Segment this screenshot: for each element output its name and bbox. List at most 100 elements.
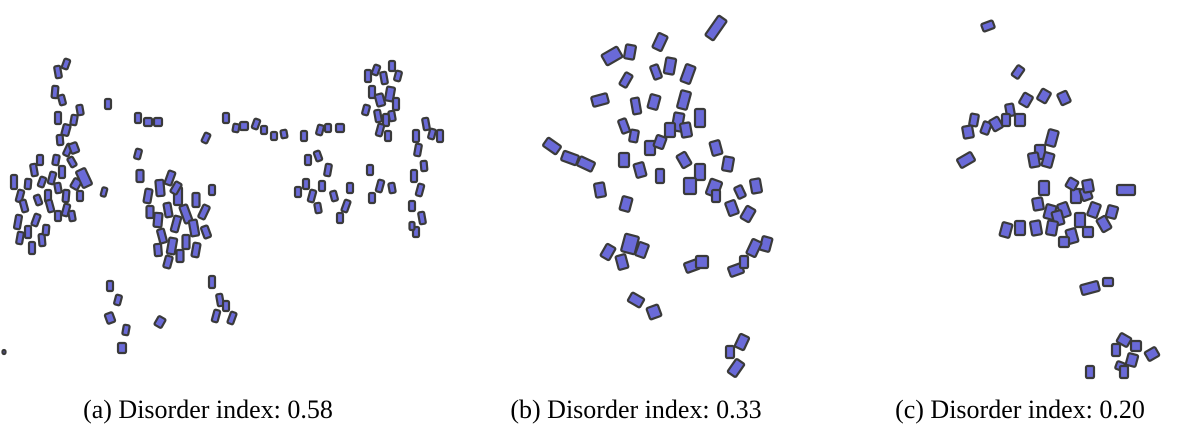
map-b-building	[739, 204, 757, 224]
map-b-building	[748, 177, 764, 195]
map-a-building	[169, 214, 183, 234]
map-a-building	[142, 187, 154, 205]
map-a-building	[51, 153, 61, 167]
map-b-building	[733, 332, 751, 352]
map-b-building	[682, 176, 698, 196]
map-c-building	[1036, 87, 1052, 105]
map-b-building	[679, 63, 697, 85]
map-b-building	[645, 303, 663, 321]
map-a-building	[335, 211, 345, 225]
map-a-building	[145, 204, 155, 220]
map-a-building	[53, 181, 63, 195]
map-a-building	[215, 292, 225, 308]
map-a-building	[191, 191, 201, 209]
map-c-building	[1095, 214, 1113, 234]
map-a-building	[301, 177, 311, 191]
map-a-building	[414, 182, 426, 198]
map-a-building	[156, 227, 168, 245]
map-c-building	[1101, 276, 1115, 288]
map-b-building	[646, 93, 662, 111]
map-a-building	[363, 68, 373, 84]
map-b-building	[724, 344, 736, 360]
map-a-building	[197, 203, 211, 221]
map-b-building	[542, 136, 562, 156]
map-a-building	[53, 110, 63, 126]
map-a-building	[190, 241, 202, 259]
map-a-building	[250, 117, 262, 131]
map-a-building	[207, 183, 217, 197]
map-a-building	[421, 116, 431, 132]
map-b-building	[662, 56, 678, 76]
map-a-building	[99, 186, 109, 198]
map-a-building	[133, 111, 143, 125]
map-b-building	[649, 63, 663, 81]
building-map-a	[1, 57, 445, 356]
map-a-building	[53, 209, 63, 223]
map-a-building	[116, 341, 128, 355]
map-a-building	[417, 210, 427, 226]
map-c-building	[1110, 342, 1122, 358]
map-b-building	[663, 121, 677, 139]
map-a-building	[1, 348, 7, 356]
map-a-building	[69, 113, 79, 127]
map-a-building	[67, 141, 81, 155]
map-c-building	[1115, 332, 1133, 348]
map-b-building	[626, 291, 646, 309]
map-a-building	[162, 254, 174, 270]
caption-c: (c) Disorder index: 0.20	[895, 395, 1145, 424]
map-b-building	[632, 161, 648, 179]
map-a-building	[306, 188, 318, 204]
map-a-building	[231, 122, 241, 134]
map-c-building	[1064, 176, 1080, 192]
map-a-building	[14, 188, 26, 204]
map-a-building	[9, 173, 19, 191]
map-a-building	[383, 129, 393, 143]
map-a-building	[105, 279, 115, 293]
map-a-building	[435, 128, 445, 144]
caption-a: (a) Disorder index: 0.58	[83, 395, 333, 424]
map-a-building	[387, 59, 397, 73]
map-a-building	[379, 70, 389, 86]
map-c-building	[1026, 151, 1042, 169]
map-a-building	[387, 109, 397, 123]
map-b-building	[622, 43, 638, 61]
map-b-building	[600, 45, 624, 67]
map-a-building	[387, 181, 397, 195]
map-a-building	[226, 310, 238, 326]
map-a-building	[61, 188, 71, 204]
map-a-building	[373, 108, 383, 124]
map-c-building	[1124, 352, 1140, 368]
map-b-building	[617, 151, 631, 169]
building-map-b	[542, 14, 774, 378]
map-a-building	[46, 170, 58, 186]
map-a-building	[165, 236, 179, 256]
caption-b: (b) Disorder index: 0.33	[510, 395, 762, 424]
map-a-building	[221, 111, 231, 125]
map-a-building	[153, 242, 163, 258]
map-a-building	[340, 198, 352, 214]
map-a-building	[57, 164, 67, 180]
map-c-building	[1031, 196, 1045, 212]
map-a-building	[30, 212, 42, 228]
map-c-building	[1044, 219, 1060, 237]
map-a-building	[32, 193, 44, 207]
map-b-building	[733, 184, 747, 200]
map-b-building	[738, 254, 750, 270]
map-a-building	[60, 57, 72, 71]
map-a-building	[313, 201, 323, 215]
map-a-building	[367, 84, 377, 100]
map-b-building	[620, 232, 640, 256]
map-a-building	[293, 185, 303, 199]
panel-b	[530, 0, 790, 390]
map-a-building	[75, 103, 85, 117]
map-a-building	[367, 191, 377, 205]
map-a-building	[67, 209, 77, 223]
map-b-building	[745, 238, 763, 258]
map-c-building	[979, 120, 993, 136]
map-a-building	[207, 274, 217, 290]
map-a-building	[411, 128, 421, 144]
map-a-building	[41, 223, 51, 237]
map-c-building	[1028, 219, 1044, 237]
map-a-building	[407, 199, 417, 213]
map-a-building	[37, 232, 47, 248]
